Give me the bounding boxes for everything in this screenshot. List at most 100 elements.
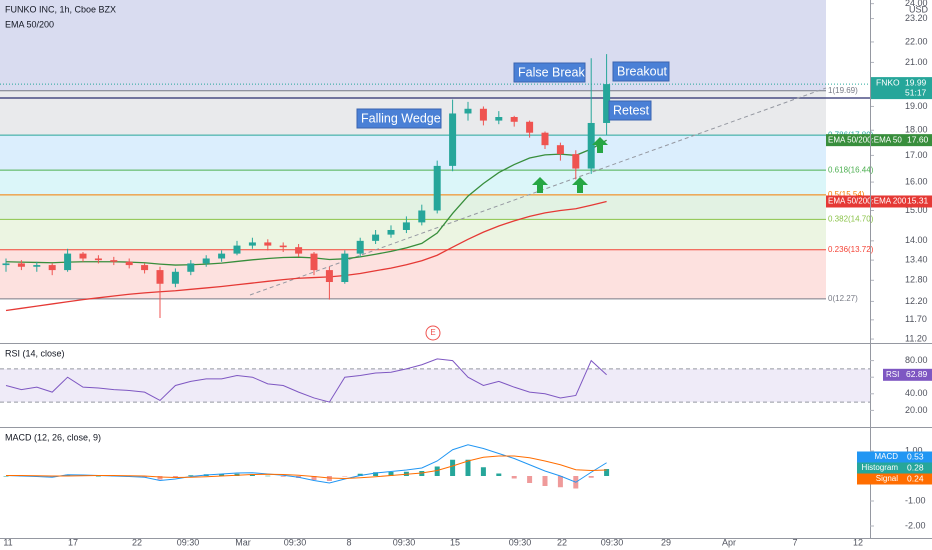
histogram-bar	[557, 476, 563, 488]
histogram-bar	[588, 476, 594, 478]
annotation-box	[356, 108, 442, 129]
histogram-bar	[3, 476, 9, 477]
rsi-band	[0, 368, 870, 403]
candle-body	[526, 121, 534, 133]
macd-value: 0.53	[907, 451, 924, 461]
arrow	[592, 137, 608, 153]
ema-value: 17.60	[907, 134, 929, 144]
macd-tag	[857, 473, 932, 485]
macd-name: Signal	[876, 474, 898, 483]
annotation-text: Retest	[613, 103, 650, 117]
annotation-box	[612, 61, 670, 82]
histogram-bar	[280, 476, 286, 477]
histogram-bar	[342, 476, 348, 477]
candle-body	[279, 245, 287, 248]
rsi-value: 62.89	[906, 369, 928, 379]
macd-value: 0.24	[907, 473, 924, 483]
x-tick-label: 22	[132, 537, 142, 547]
histogram-bar	[172, 476, 178, 478]
histogram-bar	[311, 476, 317, 480]
histogram-bar	[480, 467, 486, 476]
candle-body	[603, 84, 611, 123]
histogram-bar	[188, 475, 194, 476]
histogram-bar	[465, 459, 471, 476]
fib-label: 1(19.69)	[828, 86, 858, 95]
candle-body	[402, 222, 410, 230]
fib-label: 0.382(14.70)	[828, 214, 874, 223]
last-price: 19.99	[905, 77, 927, 87]
y-tick-label: 17.00	[905, 150, 928, 160]
ema-tag	[826, 195, 932, 208]
candle-body	[572, 154, 580, 169]
fib-zone	[0, 194, 826, 220]
candle-body	[387, 229, 395, 235]
macd-name: Histogram	[862, 463, 899, 472]
histogram-bar	[142, 476, 148, 478]
candle-body	[372, 234, 380, 241]
y-tick-label: 14.00	[905, 235, 928, 245]
candle-body	[310, 253, 318, 271]
x-tick-label: 15	[450, 537, 460, 547]
fib-label: 0.236(13.72)	[828, 245, 874, 254]
fib-zone	[0, 249, 826, 299]
annotation-text: False Break	[518, 65, 585, 79]
candle-body	[433, 165, 441, 211]
candle-body	[110, 260, 118, 262]
x-tick-label: 17	[68, 537, 78, 547]
candle-body	[218, 253, 226, 259]
y-tick-label: 16.00	[905, 176, 928, 186]
arrow	[532, 177, 548, 193]
y-tick-label: -1.00	[905, 495, 926, 505]
ema-value: 15.31	[907, 196, 929, 206]
y-tick-label: 12.80	[905, 275, 928, 285]
histogram-bar	[388, 472, 394, 476]
candle-body	[202, 258, 210, 264]
histogram-bar	[65, 474, 71, 476]
fib-zone-top	[0, 0, 826, 91]
candle-body	[248, 242, 256, 246]
macd-value: 0.28	[907, 462, 924, 472]
histogram-bar	[249, 474, 255, 476]
candle-body	[125, 261, 133, 266]
x-tick-label: 09:30	[509, 537, 532, 547]
x-tick-label: Apr	[722, 537, 736, 547]
candle-body	[510, 117, 518, 122]
candle-body	[341, 253, 349, 283]
y-tick-label: 40.00	[905, 388, 928, 398]
annotation-box	[513, 62, 586, 83]
histogram-bar	[511, 476, 517, 479]
y-tick-label: 21.00	[905, 57, 928, 67]
candle-body	[325, 270, 333, 283]
fib-zone	[0, 170, 826, 195]
chart-subtitle: EMA 50/200	[5, 19, 54, 29]
y-tick-label: 18.00	[905, 125, 928, 135]
histogram-bar	[219, 474, 225, 476]
earnings-text: E	[430, 328, 435, 337]
candle-body	[48, 265, 56, 271]
rsi-tag	[883, 368, 932, 381]
annotation-text: Breakout	[617, 64, 668, 78]
x-tick-label: Mar	[235, 537, 251, 547]
x-tick-label: 8	[346, 537, 351, 547]
arrow	[572, 177, 588, 193]
rsi-title: RSI (14, close)	[5, 348, 65, 358]
candle-body	[94, 258, 102, 261]
x-tick-label: 09:30	[284, 537, 307, 547]
y-tick-label: 23.20	[905, 13, 928, 23]
candle-body	[356, 240, 364, 254]
rsi-name: RSI	[886, 370, 899, 379]
histogram-bar	[265, 475, 271, 477]
candle-body	[464, 108, 472, 114]
last-symbol: FNKO	[876, 77, 900, 87]
x-tick-label: 22	[557, 537, 567, 547]
histogram-bar	[496, 473, 502, 476]
ema-line	[5, 139, 607, 266]
candle-body	[295, 247, 303, 254]
candle-body	[2, 263, 10, 266]
candle-body	[556, 145, 564, 155]
countdown: 51:17	[905, 87, 927, 97]
candle-body	[64, 253, 72, 271]
x-tick-label: 11	[3, 537, 12, 547]
